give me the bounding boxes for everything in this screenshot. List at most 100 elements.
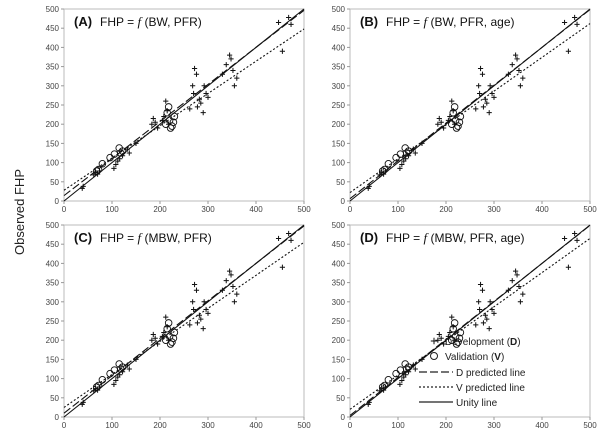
d-predicted-line [63,9,305,197]
y-tick-label: 150 [332,139,346,148]
development-point [231,83,237,89]
validation-marker-icon [430,352,438,360]
development-point [487,299,493,305]
validation-point [94,381,103,390]
legend-development-label: Development (D) [445,337,521,348]
development-point [279,48,285,54]
y-tick-label: 50 [50,178,59,187]
y-tick-label: 0 [55,413,60,422]
development-point [477,281,484,288]
panel-title: (C) FHP = f (MBW, PFR) [74,230,212,245]
unity-line [63,8,305,202]
development-point [403,156,409,162]
y-tick-label: 450 [46,240,60,249]
development-point [111,165,117,171]
validation-point [163,324,171,333]
development-point [505,287,511,293]
legend-v-line-label: V predicted line [456,383,525,394]
v-predicted-line [63,28,305,191]
development-point [117,156,123,162]
development-point [155,125,161,131]
development-point [436,331,442,338]
legend-unity-line: Unity line [419,398,498,409]
development-point [163,314,169,320]
development-point [201,299,207,305]
y-tick-label: 150 [46,139,60,148]
development-point [397,381,403,387]
development-point [223,278,229,284]
development-point [149,121,155,127]
development-point [190,83,196,89]
x-tick-label: 100 [105,421,119,428]
validation-point [450,103,459,111]
development-point [194,320,201,326]
development-point [219,287,225,293]
development-point [149,337,155,343]
validation-point [404,363,413,371]
formula-function: f [138,14,144,29]
x-tick-label: 100 [391,421,405,428]
development-point [117,372,123,378]
development-point [477,306,483,313]
development-point [230,283,236,290]
development-point [219,71,225,77]
development-point [155,341,161,347]
development-point [477,65,484,72]
legend-validation-label: Validation (V) [445,352,504,363]
development-point [80,399,86,406]
development-point [574,237,580,243]
y-tick-label: 0 [341,197,346,206]
development-point [514,56,520,62]
development-point [275,235,282,242]
y-tick-label: 0 [341,413,346,422]
development-point [191,281,198,288]
validation-point [118,363,127,371]
development-point [441,125,447,131]
x-tick-label: 200 [153,205,167,214]
y-tick-label: 100 [46,159,60,168]
formula-function: f [424,14,430,29]
development-point [438,119,444,125]
y-tick-label: 100 [332,159,346,168]
development-point [133,140,139,146]
development-point [419,140,425,146]
development-point [476,299,482,305]
formula-prefix: FHP = [386,15,423,29]
development-point [223,62,229,68]
y-tick-label: 500 [46,5,60,14]
validation-point [454,338,462,346]
development-point [200,110,206,116]
legend-development: Development (D) [430,337,521,348]
development-point [449,98,455,104]
legend-development-abbr: D [510,337,517,348]
validation-point [450,319,459,327]
development-point [435,337,441,343]
y-tick-label: 250 [46,101,60,110]
validation-point [116,149,125,157]
y-tick-label: 300 [46,298,60,307]
panel-label: (B) [360,14,378,29]
development-point [126,150,132,156]
y-axis-label: Observed FHP [12,169,27,255]
development-point [480,320,487,326]
development-point [366,399,372,406]
development-point [234,291,240,297]
y-tick-label: 350 [332,63,346,72]
development-point [196,96,202,102]
validation-point [92,383,101,391]
panel-d: 0 100 200 300 400 500 0 50 100 150 200 250 300 350 400… [332,221,598,428]
development-point [159,117,165,123]
development-point [476,83,482,89]
development-point [419,356,425,362]
formula-prefix: FHP = [100,15,137,29]
development-point [275,19,282,26]
validation-point [168,122,176,130]
development-point [152,119,158,125]
y-tick-label: 500 [332,5,346,14]
development-point [201,83,207,89]
validation-point [456,112,465,121]
development-point [194,104,201,110]
y-tick-label: 350 [332,279,346,288]
validation-point [402,365,411,373]
